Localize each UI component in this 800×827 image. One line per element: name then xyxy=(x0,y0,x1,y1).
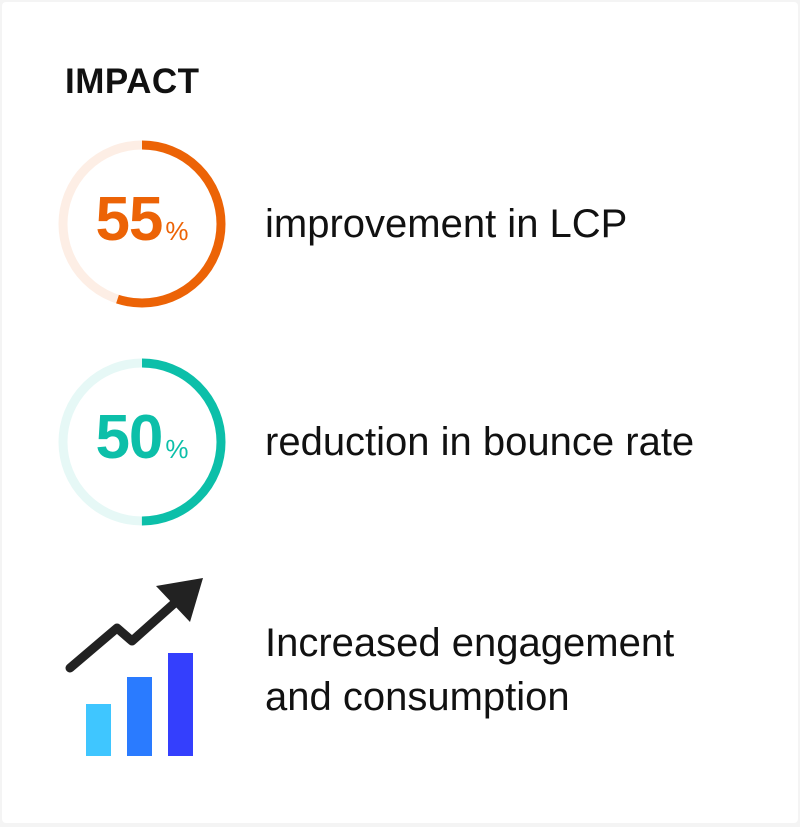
growth-label: Increased engagement and consumption xyxy=(265,616,674,724)
stat-lcp: 55% xyxy=(58,184,226,255)
stat-label-bounce: reduction in bounce rate xyxy=(265,420,695,464)
trend-arrow-head xyxy=(156,578,203,622)
growth-bar-2 xyxy=(127,677,152,756)
growth-label-line1: Increased engagement xyxy=(265,621,675,665)
stat-unit: % xyxy=(165,434,189,464)
progress-ring-lcp xyxy=(58,140,226,308)
progress-arc xyxy=(58,358,226,526)
section-title: IMPACT xyxy=(65,62,200,101)
stat-value: 50 xyxy=(95,403,163,472)
stat-unit: % xyxy=(165,216,189,246)
progress-arc xyxy=(58,140,226,308)
stat-label-lcp: improvement in LCP xyxy=(265,202,628,246)
growth-bar-1 xyxy=(86,704,111,756)
stat-value: 55 xyxy=(95,185,163,254)
progress-ring-bounce xyxy=(58,358,226,526)
trend-arrow-line xyxy=(65,595,183,673)
growth-label-line2: and consumption xyxy=(265,675,570,719)
growth-bar-3 xyxy=(168,653,193,756)
stat-bounce: 50% xyxy=(58,402,226,473)
